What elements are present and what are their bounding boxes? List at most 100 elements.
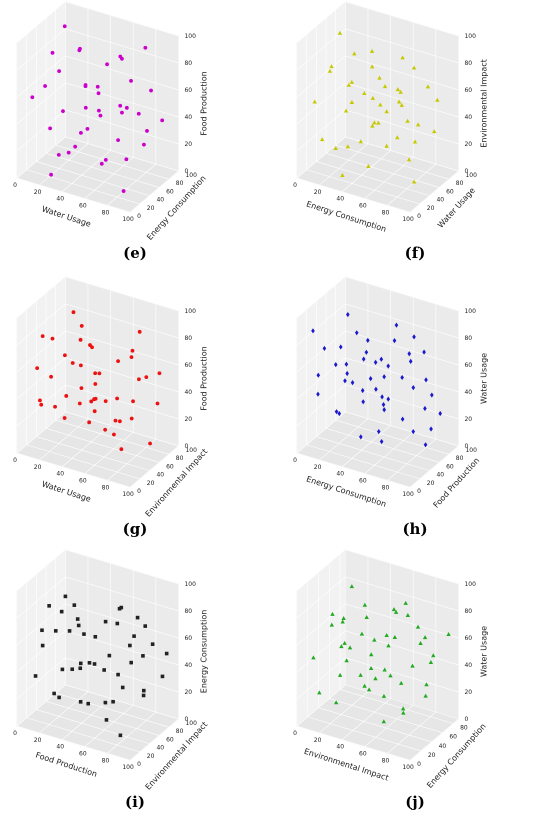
data-point (50, 336, 55, 341)
y-tick-label: 100 (185, 172, 197, 179)
gridline (65, 303, 179, 339)
data-point (345, 370, 349, 377)
data-point (358, 139, 364, 144)
gridline (345, 576, 459, 612)
x-tick-label: 100 (122, 491, 134, 498)
gridline (364, 705, 414, 747)
gridline (55, 144, 169, 180)
data-point (369, 652, 374, 657)
data-point (141, 693, 146, 698)
data-point (39, 402, 44, 407)
data-point (415, 624, 421, 629)
data-point (424, 377, 428, 383)
data-point (312, 99, 317, 104)
data-point (311, 655, 316, 660)
gridline (345, 657, 459, 693)
gridline (345, 303, 459, 339)
x-tick-label: 40 (336, 196, 344, 203)
z-tick-label: 100 (464, 308, 476, 315)
data-point (411, 385, 416, 391)
data-point (30, 95, 35, 100)
data-point (379, 438, 384, 445)
data-point (384, 109, 389, 114)
gridline (387, 711, 437, 754)
data-point (131, 399, 135, 404)
data-point (78, 666, 83, 671)
data-point (93, 634, 98, 639)
gridline (16, 411, 66, 454)
gridline (65, 384, 179, 420)
gridline (296, 177, 411, 213)
y-tick-label: 20 (427, 205, 435, 212)
gridline (107, 711, 157, 754)
gridline (345, 603, 459, 639)
data-point (49, 172, 53, 177)
data-point (60, 667, 65, 672)
z-tick-label: 80 (464, 608, 472, 615)
gridline (387, 438, 437, 481)
data-point (319, 137, 325, 142)
x-tick-label: 20 (314, 464, 322, 471)
data-point (333, 700, 339, 705)
data-point (50, 50, 55, 55)
z-tick-label: 60 (464, 362, 472, 369)
z-tick-label: 0 (464, 443, 468, 450)
data-point (103, 700, 108, 705)
gridline (39, 418, 89, 461)
data-point (364, 614, 369, 619)
data-point (53, 629, 58, 633)
data-point (395, 87, 401, 92)
data-point (431, 653, 436, 658)
data-point (435, 97, 440, 102)
data-point (112, 432, 116, 437)
axes-box (296, 1, 460, 213)
gridline (345, 684, 459, 720)
y-tick-label: 40 (156, 197, 164, 204)
data-point (130, 348, 135, 353)
data-point (338, 344, 343, 350)
gridline (319, 143, 369, 186)
gridline (16, 603, 66, 646)
gridline (325, 153, 440, 188)
x-tick-label: 100 (402, 491, 414, 498)
x-tick-label: 60 (359, 477, 367, 484)
gridline (36, 161, 150, 196)
data-point (407, 351, 412, 357)
data-point (96, 91, 101, 96)
panel-g: 0 20 40 60 80 100 0 20 40 60 80 100 0 20 40 60 80 100 Wate… (5, 275, 265, 519)
gridline (55, 692, 169, 728)
data-point (137, 377, 141, 382)
data-point (373, 676, 378, 681)
data-point (115, 396, 120, 401)
data-point (329, 622, 334, 627)
z-axis-title: Environmental Impact (479, 59, 488, 147)
y-tick-label: 20 (147, 205, 155, 212)
data-point (349, 100, 355, 105)
axes-box (16, 549, 180, 761)
x-axis-title: Environmental Impact (303, 747, 390, 783)
data-point (369, 48, 375, 53)
data-point (141, 654, 145, 658)
y-tick-label: 40 (436, 197, 444, 204)
data-point (120, 56, 124, 61)
data-point (160, 674, 165, 679)
z-tick-label: 60 (184, 87, 192, 94)
z-tick-label: 40 (464, 114, 472, 121)
data-point (71, 310, 76, 315)
data-point (359, 631, 365, 636)
data-point (400, 416, 405, 422)
data-point (75, 617, 80, 621)
panel-h: 0 20 40 60 80 100 0 20 40 60 80 100 0 20 40 60 80 100 Ener… (285, 275, 545, 515)
z-tick-label: 40 (464, 662, 472, 669)
data-point (43, 84, 47, 88)
gridline (409, 445, 459, 488)
y-tick-label: 80 (460, 725, 468, 732)
data-point (400, 706, 406, 711)
data-point (376, 120, 381, 125)
y-tick-label: 20 (147, 480, 155, 487)
data-point (86, 701, 91, 706)
y-tick-label: 100 (465, 172, 477, 179)
data-point (102, 668, 106, 672)
data-point (149, 88, 153, 93)
